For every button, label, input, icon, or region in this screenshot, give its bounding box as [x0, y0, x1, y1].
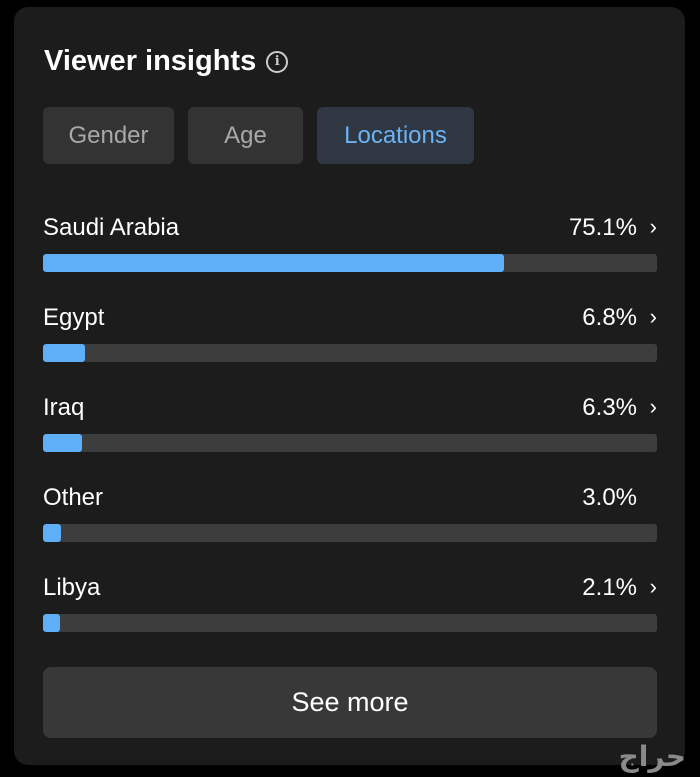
- header: Viewer insights i: [44, 45, 289, 78]
- tab-locations[interactable]: Locations: [317, 107, 474, 164]
- location-row[interactable]: Iraq 6.3% ›: [43, 392, 657, 482]
- progress-track: [43, 434, 657, 452]
- progress-track: [43, 614, 657, 632]
- progress-fill: [43, 254, 505, 272]
- location-name: Libya: [43, 574, 101, 601]
- info-circle-icon[interactable]: i: [266, 50, 289, 73]
- see-more-button[interactable]: See more: [43, 667, 657, 738]
- location-row: Other 3.0%: [43, 482, 657, 572]
- page-title: Viewer insights: [44, 45, 257, 77]
- tab-age[interactable]: Age: [188, 107, 303, 164]
- location-percent: 75.1%: [568, 214, 637, 241]
- progress-track: [43, 344, 657, 362]
- tab-bar: Gender Age Locations: [43, 107, 474, 164]
- location-percent: 6.3%: [582, 394, 637, 421]
- location-name: Saudi Arabia: [43, 214, 180, 241]
- locations-list: Saudi Arabia 75.1% › Egypt 6.8% › Iraq 6…: [43, 212, 657, 662]
- progress-track: [43, 524, 657, 542]
- watermark-logo: حراج: [618, 740, 686, 773]
- location-name: Other: [43, 484, 104, 511]
- progress-fill: [43, 344, 85, 362]
- location-row[interactable]: Saudi Arabia 75.1% ›: [43, 212, 657, 302]
- location-name: Egypt: [43, 304, 105, 331]
- progress-track: [43, 254, 657, 272]
- location-name: Iraq: [43, 394, 85, 421]
- chevron-right-icon[interactable]: ›: [649, 394, 657, 419]
- chevron-right-icon[interactable]: ›: [649, 304, 657, 329]
- progress-fill: [43, 434, 82, 452]
- tab-gender[interactable]: Gender: [43, 107, 174, 164]
- location-row[interactable]: Libya 2.1% ›: [43, 572, 657, 662]
- viewer-insights-card: Viewer insights i Gender Age Locations S…: [14, 7, 685, 765]
- location-row[interactable]: Egypt 6.8% ›: [43, 302, 657, 392]
- location-percent: 6.8%: [582, 304, 637, 331]
- location-percent: 3.0%: [582, 484, 637, 511]
- progress-fill: [43, 614, 61, 632]
- location-percent: 2.1%: [582, 574, 637, 601]
- chevron-right-icon[interactable]: ›: [649, 214, 657, 239]
- chevron-right-icon[interactable]: ›: [649, 574, 657, 599]
- progress-fill: [43, 524, 62, 542]
